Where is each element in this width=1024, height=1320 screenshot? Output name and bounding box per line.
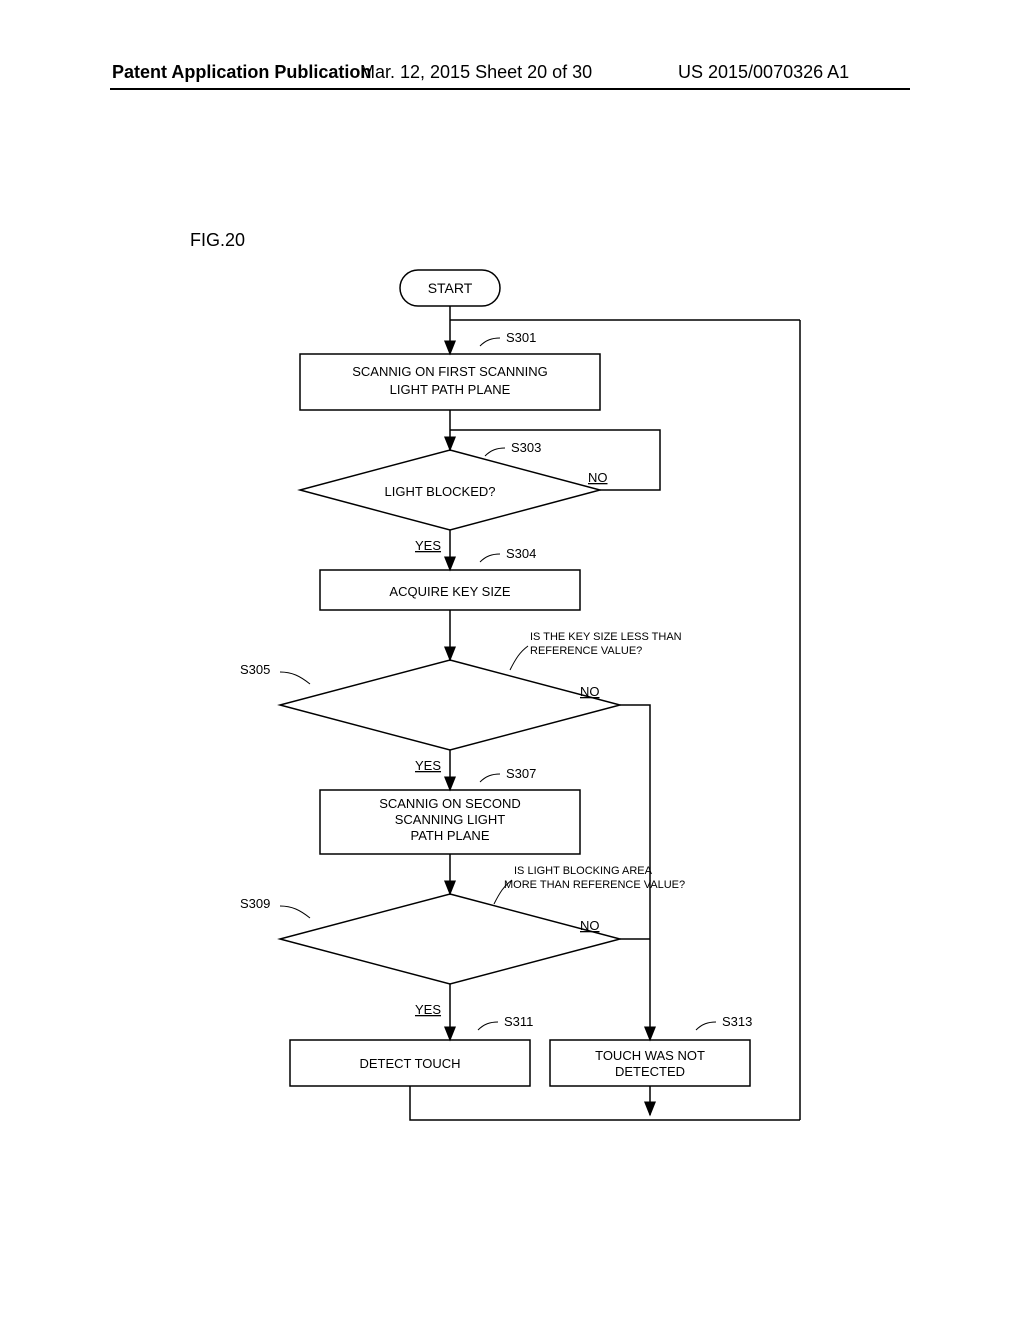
s305-anno-1: IS THE KEY SIZE LESS THAN [530,631,682,643]
s301-text-1: SCANNIG ON FIRST SCANNING [352,364,548,379]
s309-yes-label: YES [415,1002,441,1017]
s307-text-1: SCANNIG ON SECOND [379,796,521,811]
start-text: START [428,280,473,296]
s307-text-2: SCANNING LIGHT [395,812,506,827]
s311-text: DETECT TOUCH [359,1056,460,1071]
header-center: Mar. 12, 2015 Sheet 20 of 30 [360,62,592,83]
s309-label: S309 [240,896,270,911]
s313-leader [696,1022,716,1030]
s313-text-1: TOUCH WAS NOT [595,1048,705,1063]
node-s311: DETECT TOUCH S311 [290,1014,533,1086]
header-rule [110,88,910,90]
flowchart: START SCANNIG ON FIRST SCANNING LIGHT PA… [180,260,880,1190]
s305-anno-2: REFERENCE VALUE? [530,645,642,657]
s303-text: LIGHT BLOCKED? [384,484,495,499]
node-s313: TOUCH WAS NOT DETECTED S313 [550,1014,752,1086]
s313-label: S313 [722,1014,752,1029]
s301-leader [480,338,500,346]
s309-no-label: NO [580,918,600,933]
edge-s303-no [450,430,660,490]
header-right: US 2015/0070326 A1 [678,62,849,83]
s303-yes-label: YES [415,538,441,553]
figure-label: FIG.20 [190,230,245,251]
s304-label: S304 [506,546,536,561]
s307-text-3: PATH PLANE [411,828,490,843]
page: Patent Application Publication Mar. 12, … [0,0,1024,1320]
s304-leader [480,554,500,562]
s309-anno-2: MORE THAN REFERENCE VALUE? [504,879,685,891]
node-s305: S305 IS THE KEY SIZE LESS THAN REFERENCE… [240,631,682,750]
s303-label: S303 [511,440,541,455]
s305-leader [280,672,310,684]
node-start: START [400,270,500,306]
node-s309: S309 IS LIGHT BLOCKING AREA MORE THAN RE… [240,865,685,984]
s301-label: S301 [506,330,536,345]
s305-no-label: NO [580,684,600,699]
s309-leader [280,906,310,918]
s305-anno-leader [510,646,528,670]
s307-leader [480,774,500,782]
s311-leader [478,1022,498,1030]
node-s303: LIGHT BLOCKED? S303 [300,440,600,530]
s309-anno-1: IS LIGHT BLOCKING AREA [514,865,653,877]
s313-text-2: DETECTED [615,1064,685,1079]
edge-s311-loop [410,1086,800,1120]
s305-yes-label: YES [415,758,441,773]
s307-label: S307 [506,766,536,781]
s311-label: S311 [504,1014,533,1029]
s305-label: S305 [240,662,270,677]
s301-text-2: LIGHT PATH PLANE [390,382,511,397]
s303-no-label: NO [588,470,608,485]
s304-text: ACQUIRE KEY SIZE [389,584,510,599]
s303-leader [485,448,505,456]
header-left: Patent Application Publication [112,62,371,83]
